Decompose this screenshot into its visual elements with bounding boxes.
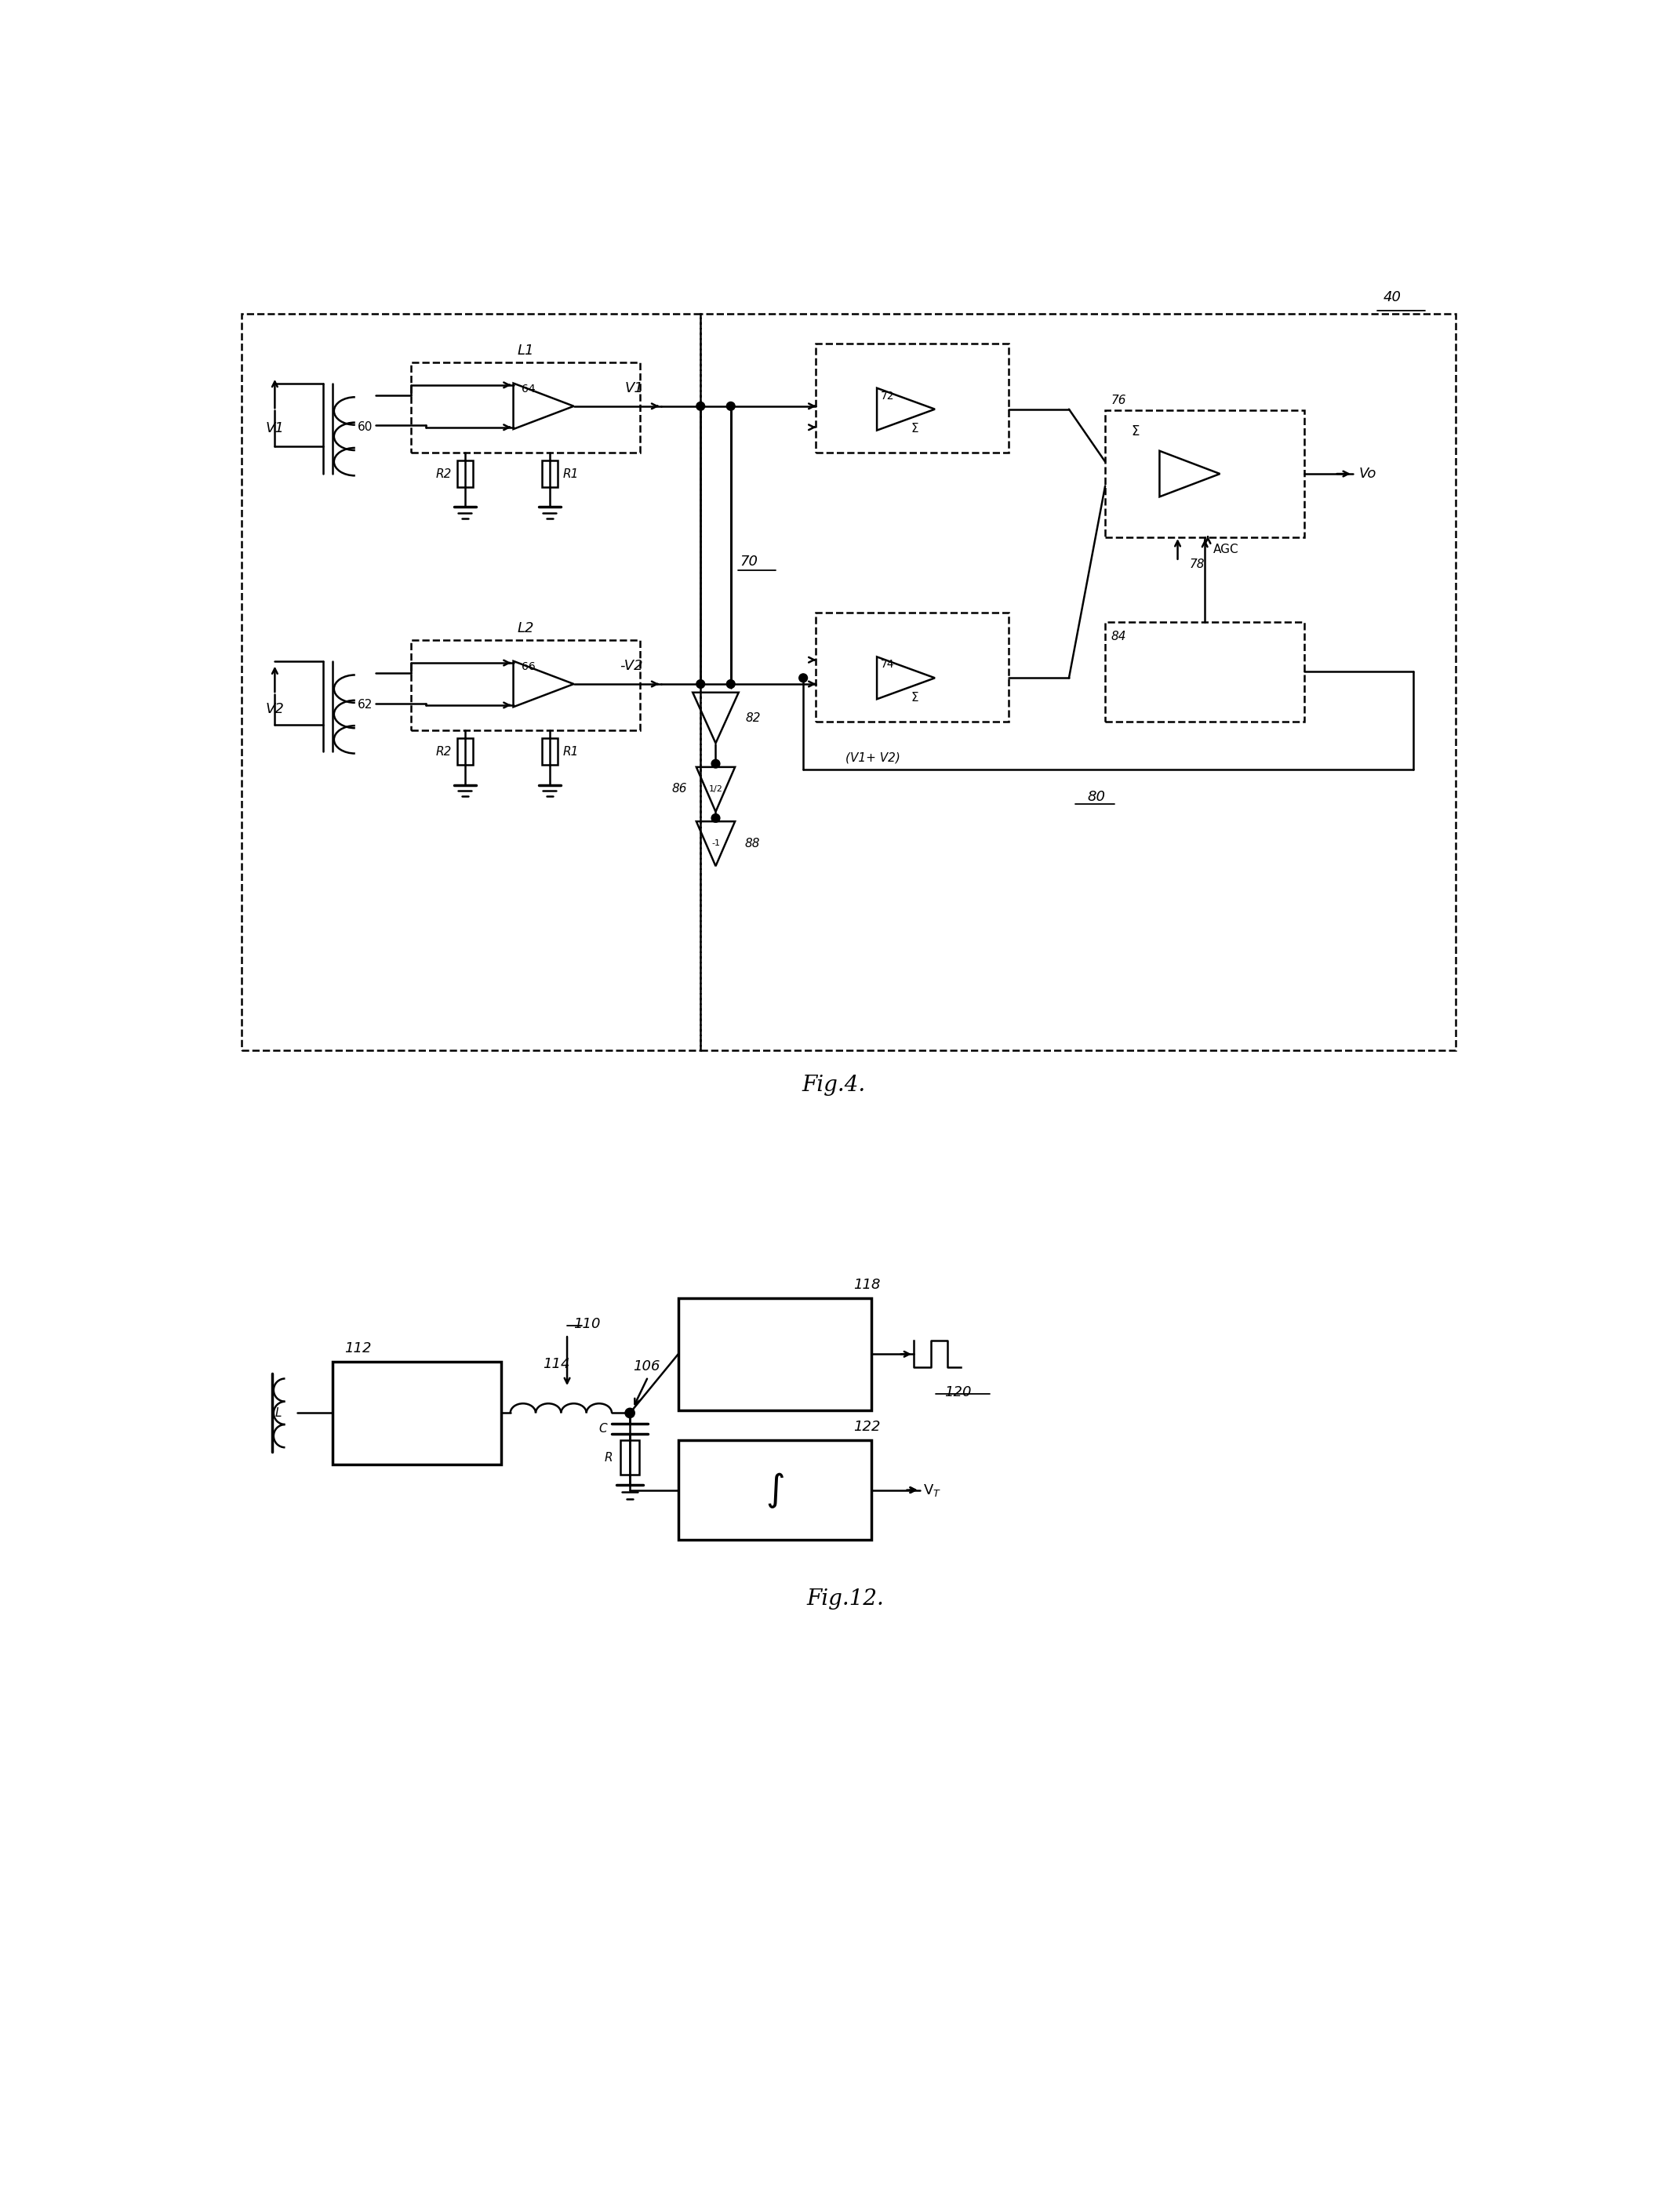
Bar bbox=[816, 613, 1008, 721]
Circle shape bbox=[696, 403, 705, 411]
Bar bbox=[678, 1298, 872, 1409]
Text: V1: V1 bbox=[265, 422, 284, 436]
Text: V2: V2 bbox=[265, 701, 284, 717]
Text: 106: 106 bbox=[633, 1360, 660, 1374]
Text: L2: L2 bbox=[517, 622, 534, 635]
Bar bbox=[816, 343, 1008, 453]
Text: 120: 120 bbox=[945, 1385, 972, 1400]
Text: L: L bbox=[275, 1407, 282, 1418]
Text: 72: 72 bbox=[880, 389, 895, 400]
Bar bbox=[620, 1440, 640, 1475]
Bar bbox=[1106, 622, 1305, 721]
Text: 122: 122 bbox=[854, 1420, 880, 1433]
Text: 60: 60 bbox=[358, 422, 373, 434]
Text: V$_T$: V$_T$ bbox=[924, 1482, 940, 1498]
Text: 118: 118 bbox=[854, 1279, 880, 1292]
Text: 70: 70 bbox=[739, 555, 758, 568]
Text: 112: 112 bbox=[345, 1340, 371, 1356]
Text: 88: 88 bbox=[744, 838, 759, 849]
Text: (V1+ V2): (V1+ V2) bbox=[846, 752, 900, 763]
Bar bbox=[411, 639, 640, 730]
Text: 40: 40 bbox=[1383, 290, 1401, 305]
Circle shape bbox=[799, 675, 807, 681]
Circle shape bbox=[711, 814, 720, 823]
Circle shape bbox=[726, 403, 734, 411]
Text: 80: 80 bbox=[1088, 790, 1106, 803]
Text: R2: R2 bbox=[436, 469, 451, 480]
Text: 64: 64 bbox=[522, 383, 536, 394]
Text: -V2: -V2 bbox=[620, 659, 643, 672]
Bar bbox=[542, 739, 557, 765]
Text: Vo: Vo bbox=[1360, 467, 1376, 480]
Circle shape bbox=[726, 679, 734, 688]
Text: C: C bbox=[599, 1422, 607, 1436]
Bar bbox=[458, 460, 473, 487]
Text: $\Sigma$: $\Sigma$ bbox=[910, 690, 919, 703]
Text: R1: R1 bbox=[562, 745, 579, 757]
Text: 82: 82 bbox=[746, 712, 761, 723]
Text: 66: 66 bbox=[522, 661, 536, 672]
Bar bbox=[411, 363, 640, 453]
Bar bbox=[701, 314, 1456, 1051]
Text: 110: 110 bbox=[574, 1318, 600, 1332]
Circle shape bbox=[711, 759, 720, 768]
Text: R1: R1 bbox=[562, 469, 579, 480]
Circle shape bbox=[696, 679, 705, 688]
Text: Fig.4.: Fig.4. bbox=[801, 1075, 865, 1095]
Text: 62: 62 bbox=[358, 699, 373, 710]
Text: 76: 76 bbox=[1111, 394, 1126, 407]
Bar bbox=[242, 314, 701, 1051]
Text: $\Sigma$: $\Sigma$ bbox=[1131, 425, 1139, 438]
Text: R: R bbox=[605, 1451, 613, 1464]
Bar bbox=[1106, 411, 1305, 538]
Bar bbox=[458, 739, 473, 765]
Bar bbox=[332, 1363, 501, 1464]
Text: V1: V1 bbox=[625, 380, 643, 396]
Text: R2: R2 bbox=[436, 745, 451, 757]
Text: 86: 86 bbox=[671, 783, 686, 794]
Text: AGC: AGC bbox=[1214, 544, 1239, 555]
Bar bbox=[678, 1440, 872, 1540]
Text: 78: 78 bbox=[1190, 557, 1205, 571]
Text: 1/2: 1/2 bbox=[708, 785, 723, 794]
Circle shape bbox=[625, 1409, 635, 1418]
Text: 84: 84 bbox=[1111, 630, 1126, 644]
Text: 74: 74 bbox=[880, 659, 895, 670]
Bar bbox=[542, 460, 557, 487]
Text: -1: -1 bbox=[711, 841, 720, 847]
Text: 114: 114 bbox=[542, 1356, 570, 1371]
Text: $\int$: $\int$ bbox=[766, 1471, 784, 1509]
Text: L1: L1 bbox=[517, 343, 534, 358]
Text: $\Sigma$: $\Sigma$ bbox=[910, 422, 919, 436]
Text: Fig.12.: Fig.12. bbox=[807, 1588, 884, 1610]
